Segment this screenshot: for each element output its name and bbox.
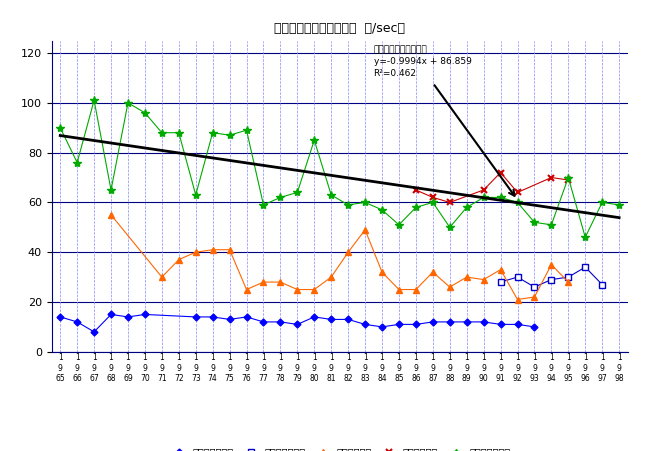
Legend: 喜茂別観察地点, 倅知安観察地点, 昆布観察地点, 蘭越観察地点, 名駒流量観測所: 喜茂別観察地点, 倅知安観察地点, 昆布観察地点, 蘭越観察地点, 名駒流量観測… (165, 444, 514, 451)
Text: 名駒地点流量の回帰式
y=-0.9994x + 86.859
R²=0.462: 名駒地点流量の回帰式 y=-0.9994x + 86.859 R²=0.462 (373, 46, 472, 78)
Title: 年流量状況（年平均流量  ㎥/sec）: 年流量状況（年平均流量 ㎥/sec） (274, 22, 405, 35)
